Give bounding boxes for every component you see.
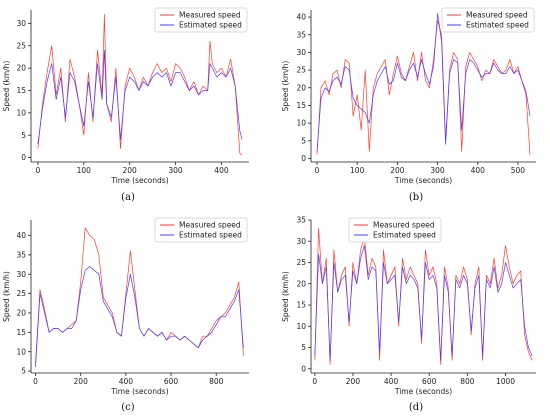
y-tick-label: 15	[16, 328, 26, 337]
measured-speed-line	[37, 14, 243, 156]
x-tick-label: 400	[471, 166, 486, 175]
chart-panel-b: 0 100 200 300 400 500 0 5 10 15 20 25 30 35 40 Time (se…	[281, 7, 536, 203]
y-axis-label: Speed (km/h)	[2, 271, 11, 322]
legend-box	[348, 217, 442, 243]
legend-box	[154, 217, 248, 243]
legend-label: Measured speed	[179, 11, 241, 20]
estimated-speed-line	[316, 13, 531, 152]
x-tick-label: 800	[209, 377, 224, 386]
estimated-speed-line	[314, 245, 533, 361]
y-tick-label: 35	[16, 250, 26, 259]
y-tick-label: 0	[301, 154, 306, 163]
legend-box	[154, 7, 248, 33]
y-tick-label: 20	[16, 64, 26, 73]
x-tick-label: 500	[511, 166, 526, 175]
chart-panel-d: 0 200 400 600 800 1000 0 5 10 15 20 25 30 35 Time (sec…	[281, 216, 536, 413]
x-axis-label: Time (seconds)	[394, 387, 452, 396]
y-tick-label: 15	[296, 301, 306, 310]
x-tick-label: 200	[346, 377, 361, 386]
y-tick-label: 20	[296, 83, 306, 92]
y-tick-label: 5	[301, 343, 306, 352]
y-tick-label: 40	[16, 231, 26, 240]
x-tick-label: 600	[422, 377, 437, 386]
x-tick-label: 0	[35, 166, 40, 175]
y-tick-label: 20	[16, 309, 26, 318]
x-tick-label: 200	[390, 166, 405, 175]
y-tick-label: 25	[296, 66, 306, 75]
panel-caption: (b)	[409, 192, 423, 203]
y-tick-label: 30	[16, 270, 26, 279]
y-tick-label: 25	[16, 41, 26, 50]
x-tick-label: 1000	[496, 377, 515, 386]
legend-label: Estimated speed	[179, 231, 242, 240]
x-tick-label: 200	[74, 377, 89, 386]
y-tick-label: 15	[296, 101, 306, 110]
x-tick-label: 300	[168, 166, 183, 175]
x-tick-label: 400	[119, 377, 134, 386]
y-tick-label: 10	[296, 119, 306, 128]
panel-caption: (d)	[409, 402, 423, 413]
legend-label: Estimated speed	[466, 21, 529, 30]
x-tick-label: 100	[77, 166, 92, 175]
x-axis-label: Time (seconds)	[110, 387, 168, 396]
y-tick-label: 5	[21, 367, 26, 376]
measured-speed-line	[316, 20, 531, 155]
y-tick-label: 10	[16, 347, 26, 356]
y-axis-label: Speed (km/h)	[2, 61, 11, 112]
legend-label: Measured speed	[466, 11, 528, 20]
y-tick-label: 40	[296, 13, 306, 22]
x-tick-label: 200	[123, 166, 138, 175]
y-tick-label: 15	[16, 86, 26, 95]
x-tick-label: 800	[460, 377, 475, 386]
y-tick-label: 10	[16, 108, 26, 117]
x-tick-label: 400	[214, 166, 229, 175]
legend-label: Estimated speed	[179, 21, 242, 30]
legend-label: Measured speed	[373, 221, 435, 230]
y-tick-label: 20	[296, 279, 306, 288]
y-tick-label: 0	[301, 364, 306, 373]
estimated-speed-line	[35, 266, 244, 368]
chart-panel-a: 0 100 200 300 400 0 5 10 15 20 25 30 Time (seconds) S…	[2, 7, 249, 203]
legend-label: Estimated speed	[373, 231, 436, 240]
panel-caption: (a)	[121, 192, 135, 203]
legend-box	[441, 7, 535, 33]
measured-speed-line	[35, 227, 244, 364]
x-tick-label: 0	[312, 377, 317, 386]
x-tick-label: 0	[33, 377, 38, 386]
x-tick-label: 600	[164, 377, 179, 386]
estimated-speed-line	[37, 49, 243, 145]
y-tick-label: 30	[16, 19, 26, 28]
y-tick-label: 10	[296, 322, 306, 331]
y-tick-label: 0	[21, 153, 26, 162]
x-tick-label: 400	[384, 377, 399, 386]
panel-caption: (c)	[121, 402, 135, 413]
y-axis-label: Speed (km/h)	[281, 271, 290, 322]
y-tick-label: 5	[301, 136, 306, 145]
y-axis-label: Speed (km/h)	[281, 61, 290, 112]
legend-label: Measured speed	[179, 221, 241, 230]
y-tick-label: 5	[21, 131, 26, 140]
x-tick-label: 0	[315, 166, 320, 175]
y-tick-label: 25	[16, 289, 26, 298]
y-tick-label: 30	[296, 237, 306, 246]
x-axis-label: Time (seconds)	[110, 176, 168, 185]
y-tick-label: 30	[296, 48, 306, 57]
y-tick-label: 35	[296, 30, 306, 39]
x-tick-label: 100	[350, 166, 365, 175]
y-tick-label: 35	[296, 216, 306, 225]
x-tick-label: 300	[430, 166, 445, 175]
chart-panel-c: 0 200 400 600 800 5 10 15 20 25 30 35 40 Time (second…	[2, 217, 249, 413]
y-tick-label: 25	[296, 258, 306, 267]
x-axis-label: Time (seconds)	[394, 176, 452, 185]
